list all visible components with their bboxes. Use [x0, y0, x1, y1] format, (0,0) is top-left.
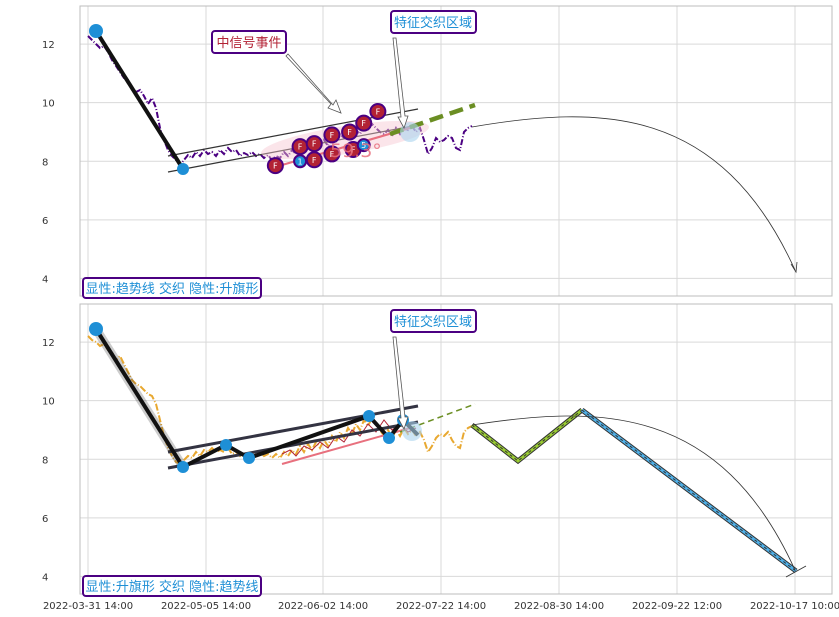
event-marker: F	[305, 135, 323, 153]
event-marker-label: F	[298, 143, 303, 152]
event-marker: F	[323, 145, 341, 163]
x-tick-label: 2022-10-17 10:00	[750, 601, 839, 612]
event-marker-label: F	[361, 119, 366, 128]
top-zigzag	[94, 29, 185, 171]
feature-box-bottom-text: 特征交织区域	[394, 314, 472, 330]
top-forecast-arrowhead	[790, 261, 798, 274]
top-forecast-dashed	[389, 102, 476, 137]
event-marker-label: 1	[298, 157, 303, 166]
top-feature-circle	[400, 122, 420, 142]
bottom-marker-3	[220, 439, 232, 451]
top-panel-frame	[79, 5, 833, 297]
event-marker-label: F	[347, 128, 352, 137]
y-tick-label: 12	[42, 40, 55, 51]
x-tick-label: 2022-03-31 14:00	[43, 601, 133, 612]
bottom-marker-6	[383, 432, 395, 444]
event-marker: F	[291, 138, 309, 156]
y-tick-label: 6	[42, 514, 48, 525]
bottom-label-box	[82, 575, 262, 597]
angle-label: 59.3°	[330, 140, 382, 162]
top-label-text: 显性:趋势线 交织 隐性:升旗形	[85, 281, 258, 297]
y-tick-label: 12	[42, 338, 55, 349]
axis-ticks: 4 6 8 10 12 4 6 8 10 12 2022-03-31 14:00 2022-05-05…	[42, 40, 839, 612]
event-marker-label: F	[312, 140, 317, 149]
forecast-green-dash	[471, 409, 583, 462]
bottom-marker-5	[363, 410, 375, 422]
y-tick-label: 4	[42, 274, 48, 285]
signal-box-text: 中信号事件	[216, 36, 281, 51]
event-marker: F	[305, 151, 323, 169]
event-marker: 5	[356, 138, 371, 153]
x-tick-label: 2022-09-22 12:00	[632, 601, 722, 612]
event-marker: 1	[293, 154, 308, 169]
top-marker-low	[177, 163, 189, 175]
y-tick-label: 10	[42, 397, 55, 408]
bottom-panel-content: 特征交织区域 显性:升旗形 交织 隐性:趋势线	[79, 303, 833, 597]
y-tick-label: 8	[42, 455, 48, 466]
event-marker: F	[266, 157, 284, 175]
signal-arrow	[285, 53, 342, 114]
x-tick-label: 2022-06-02 14:00	[278, 601, 368, 612]
bottom-forecast-arc	[471, 415, 796, 571]
feature-box-top-text: 特征交织区域	[394, 15, 472, 31]
forecast-blue-dash	[581, 409, 797, 572]
bottom-trend-upper	[167, 404, 419, 454]
bottom-label-text: 显性:升旗形 交织 隐性:趋势线	[85, 579, 258, 595]
y-tick-label: 6	[42, 216, 48, 227]
feature-arrow-bottom	[392, 336, 409, 430]
event-marker-label: F	[330, 131, 335, 140]
x-tick-label: 2022-08-30 14:00	[514, 601, 604, 612]
event-marker-label: F	[376, 107, 381, 116]
x-tick-label: 2022-07-22 14:00	[396, 601, 486, 612]
signal-box	[211, 30, 287, 54]
feature-box-top	[390, 10, 477, 34]
top-marker-start	[89, 24, 103, 38]
event-marker: F	[355, 114, 373, 132]
bottom-feature-circle	[402, 421, 422, 441]
x-tick-label: 2022-05-05 14:00	[161, 601, 251, 612]
bottom-marker-4	[243, 452, 255, 464]
y-tick-label: 10	[42, 99, 55, 110]
top-panel-grid	[80, 6, 832, 296]
event-marker-label: F	[330, 150, 335, 159]
event-marker: F	[341, 123, 359, 141]
event-marker: F	[323, 126, 341, 144]
event-marker-label: F	[312, 156, 317, 165]
feature-box-bottom	[390, 309, 477, 333]
feature-arrow-top	[392, 37, 409, 129]
event-marker-label: 5	[361, 141, 366, 150]
top-label-box	[82, 277, 262, 299]
event-marker-label: F	[351, 146, 356, 155]
forecast-end-tick	[785, 565, 807, 578]
bottom-panel-grid	[80, 304, 832, 594]
bottom-panel-frame	[79, 303, 833, 595]
event-marker-label: F	[273, 162, 278, 171]
y-tick-label: 8	[42, 157, 48, 168]
bottom-marker-1	[89, 322, 103, 336]
top-forecast-arc	[471, 116, 796, 271]
bottom-marker-2	[177, 461, 189, 473]
event-marker: F	[369, 102, 387, 120]
y-tick-label: 4	[42, 572, 48, 583]
bottom-trend-lower	[167, 420, 419, 470]
